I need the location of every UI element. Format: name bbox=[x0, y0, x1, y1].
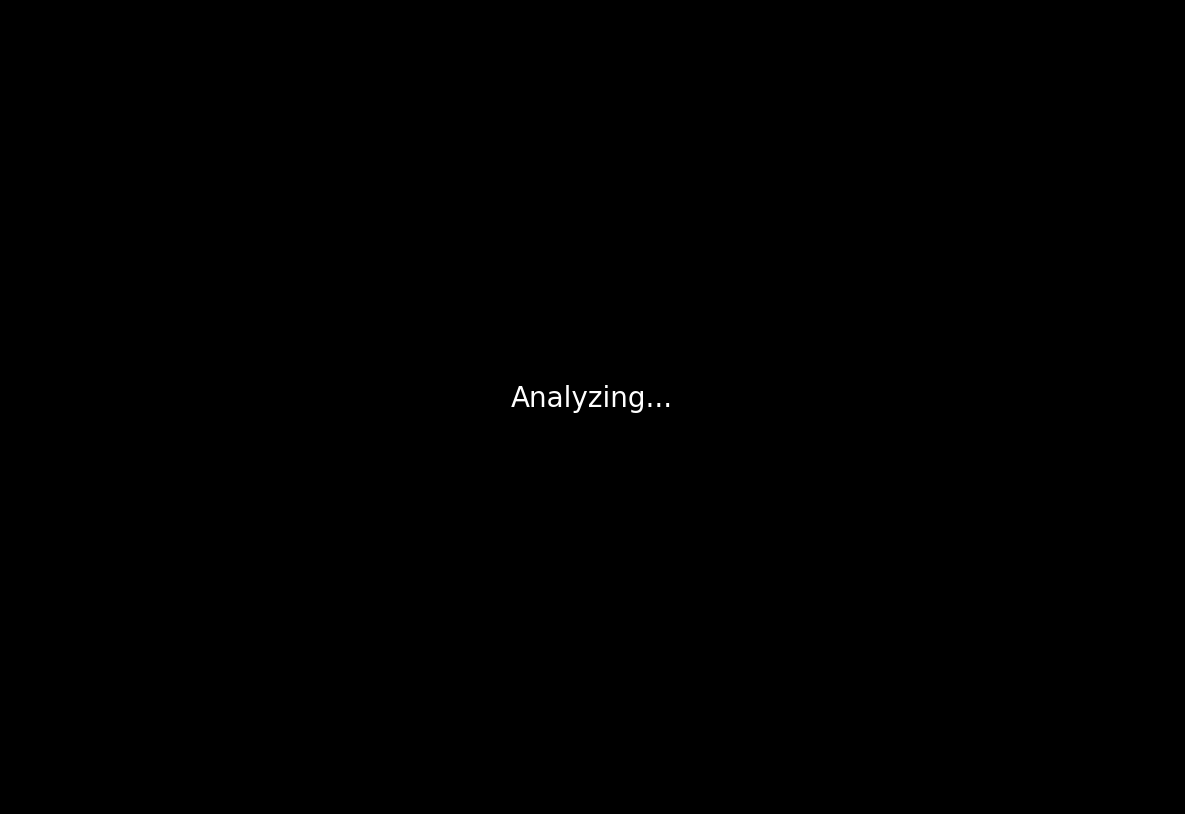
Text: Analyzing...: Analyzing... bbox=[511, 385, 673, 413]
